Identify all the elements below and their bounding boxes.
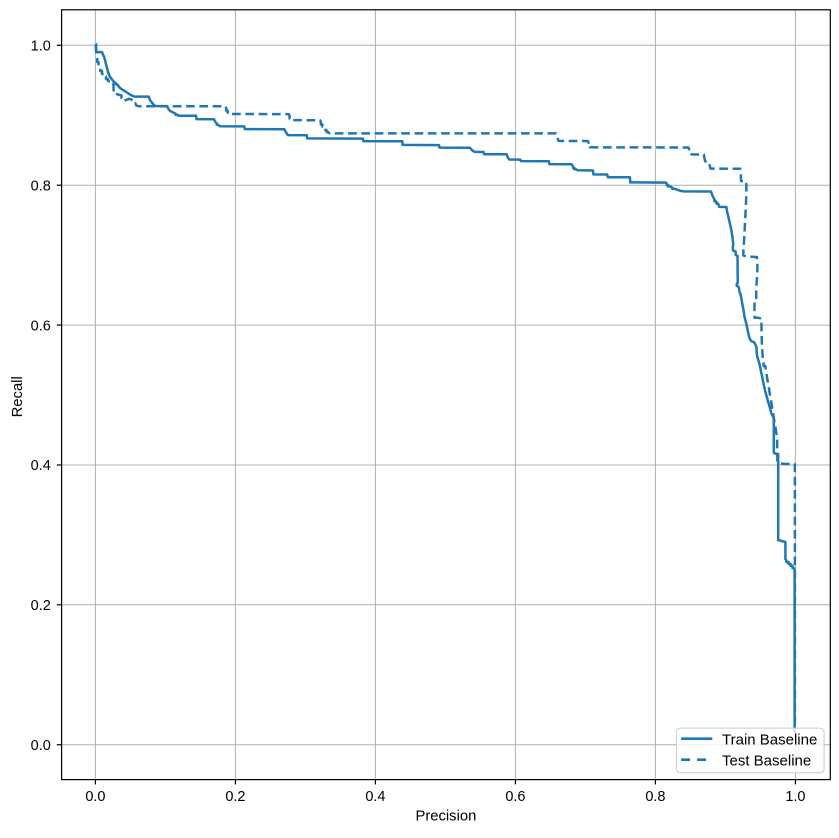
svg-text:0.4: 0.4 bbox=[31, 458, 51, 474]
svg-text:0.0: 0.0 bbox=[31, 738, 51, 754]
svg-text:Train Baseline: Train Baseline bbox=[722, 732, 817, 749]
svg-text:0.8: 0.8 bbox=[31, 178, 51, 194]
svg-text:0.2: 0.2 bbox=[225, 789, 245, 805]
svg-text:Precision: Precision bbox=[415, 808, 476, 824]
svg-text:0.2: 0.2 bbox=[31, 598, 51, 614]
svg-text:1.0: 1.0 bbox=[31, 39, 51, 55]
svg-text:0.6: 0.6 bbox=[31, 318, 51, 334]
svg-text:0.8: 0.8 bbox=[645, 789, 665, 805]
svg-text:0.6: 0.6 bbox=[505, 789, 525, 805]
svg-text:0.0: 0.0 bbox=[85, 789, 105, 805]
svg-text:Recall: Recall bbox=[10, 376, 26, 417]
svg-text:1.0: 1.0 bbox=[785, 789, 805, 805]
svg-text:Test Baseline: Test Baseline bbox=[722, 753, 811, 770]
svg-text:0.4: 0.4 bbox=[365, 789, 385, 805]
